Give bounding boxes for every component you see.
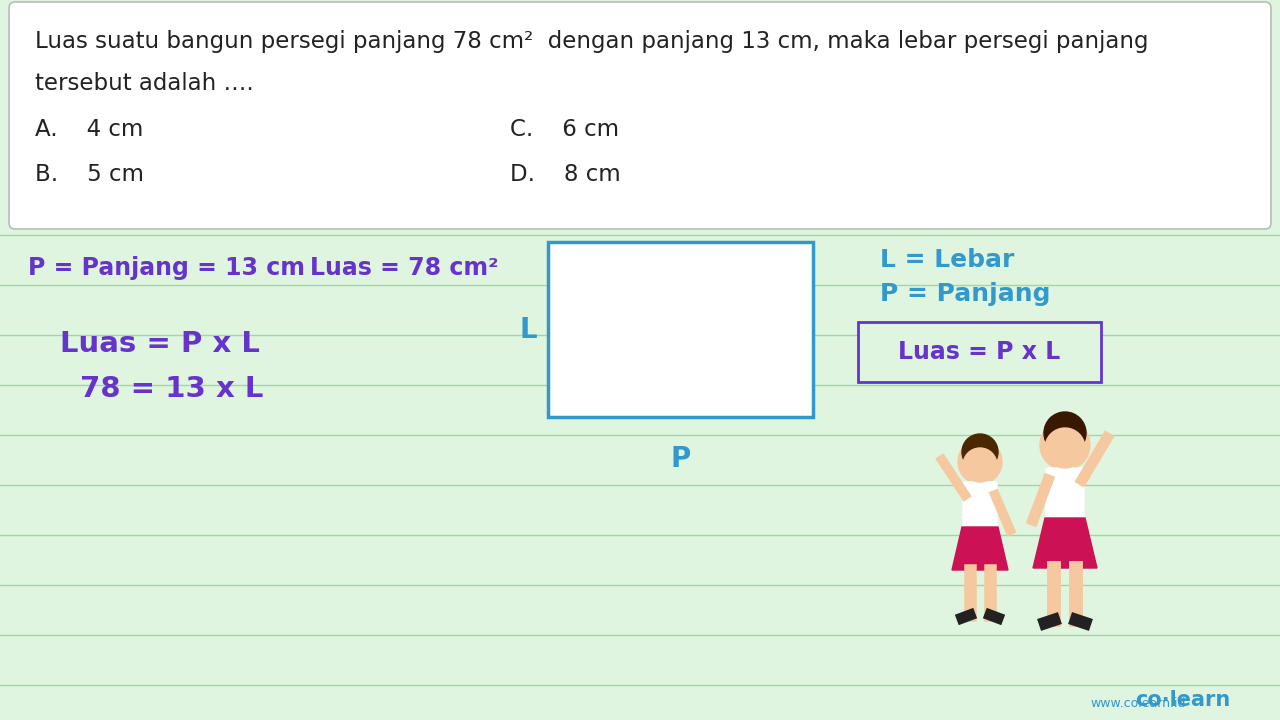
FancyBboxPatch shape — [1046, 468, 1084, 522]
Text: P = Panjang: P = Panjang — [881, 282, 1051, 306]
Text: 78 = 13 x L: 78 = 13 x L — [79, 375, 264, 403]
Text: Luas suatu bangun persegi panjang 78 cm²  dengan panjang 13 cm, maka lebar perse: Luas suatu bangun persegi panjang 78 cm²… — [35, 30, 1148, 53]
FancyBboxPatch shape — [963, 482, 997, 531]
Text: Luas = P x L: Luas = P x L — [60, 330, 260, 358]
Text: A.    4 cm: A. 4 cm — [35, 118, 143, 141]
Circle shape — [1039, 420, 1091, 470]
Text: www.colearn.id: www.colearn.id — [1091, 697, 1185, 710]
FancyBboxPatch shape — [858, 322, 1101, 382]
Circle shape — [1044, 412, 1085, 454]
Text: Luas = P x L: Luas = P x L — [897, 340, 1060, 364]
Text: P = Panjang = 13 cm: P = Panjang = 13 cm — [28, 256, 305, 280]
FancyBboxPatch shape — [9, 2, 1271, 229]
Polygon shape — [952, 527, 1009, 570]
Circle shape — [963, 448, 997, 482]
Polygon shape — [1033, 518, 1097, 568]
Circle shape — [963, 434, 998, 470]
Text: D.    8 cm: D. 8 cm — [509, 163, 621, 186]
Text: Luas = 78 cm²: Luas = 78 cm² — [310, 256, 498, 280]
Text: L = Lebar: L = Lebar — [881, 248, 1014, 272]
Circle shape — [957, 440, 1002, 484]
Text: P: P — [671, 445, 691, 473]
Text: B.    5 cm: B. 5 cm — [35, 163, 143, 186]
Text: co·learn: co·learn — [1135, 690, 1230, 710]
Text: C.    6 cm: C. 6 cm — [509, 118, 620, 141]
Text: tersebut adalah ….: tersebut adalah …. — [35, 72, 253, 95]
Circle shape — [1044, 428, 1085, 468]
Bar — [548, 242, 813, 417]
Text: L: L — [520, 315, 536, 343]
